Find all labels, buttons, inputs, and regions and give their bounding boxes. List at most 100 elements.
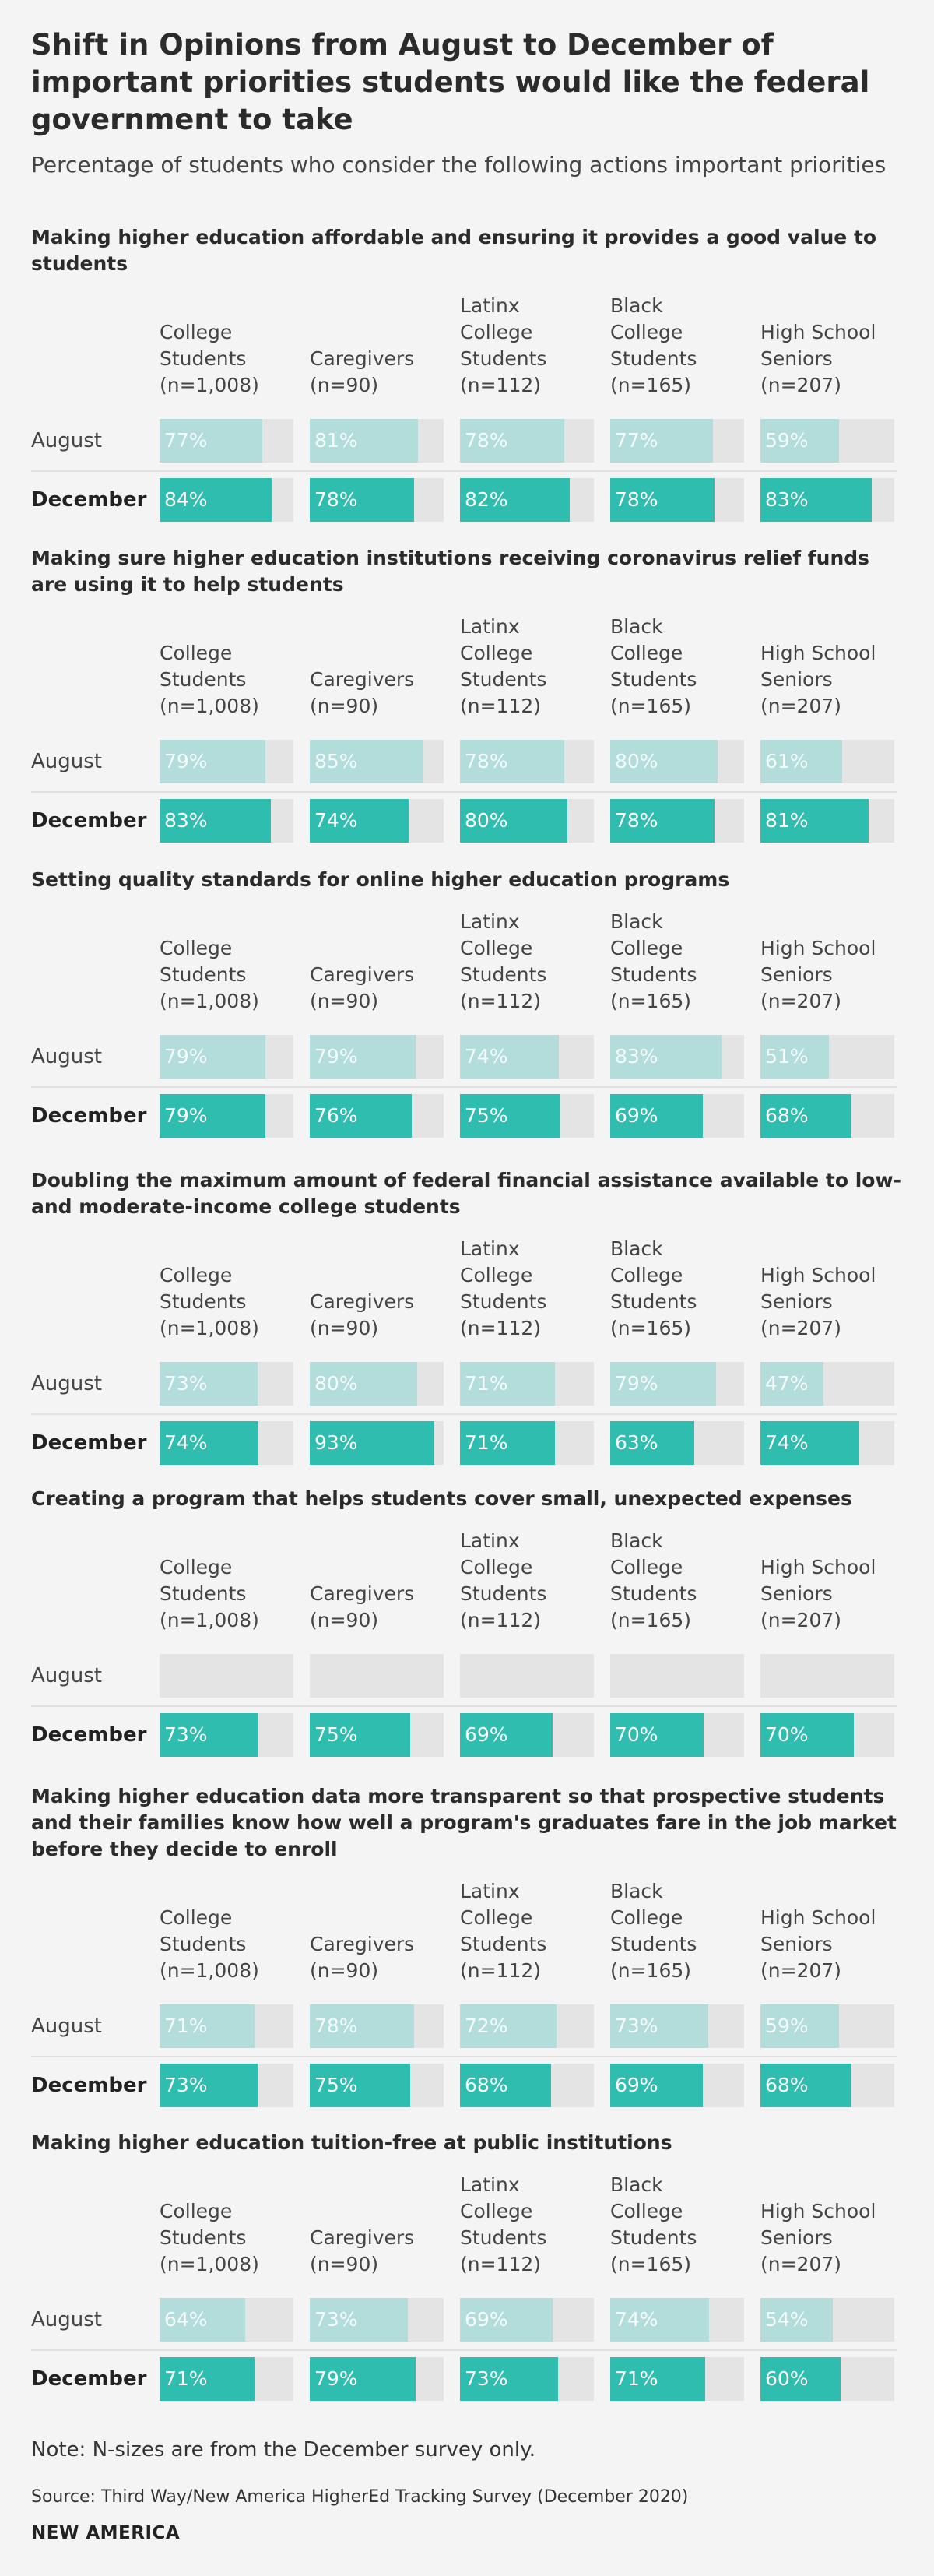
data-label: 75% bbox=[314, 1723, 358, 1746]
group-header-line: Students bbox=[610, 1933, 697, 1955]
data-label: 71% bbox=[164, 2015, 208, 2037]
group-header-line: (n=165) bbox=[610, 1609, 692, 1631]
bar-track: 68% bbox=[760, 2064, 894, 2107]
bar-track: 61% bbox=[760, 740, 894, 783]
bar-track: 71% bbox=[460, 1421, 594, 1465]
bar-track: 73% bbox=[460, 2357, 594, 2401]
group-header-line: Seniors bbox=[760, 2226, 833, 2249]
bar-track: 78% bbox=[610, 478, 744, 522]
group-header-line: Students bbox=[160, 1933, 247, 1955]
bar-track: 73% bbox=[610, 2004, 744, 2048]
data-label: 59% bbox=[765, 2015, 809, 2037]
group-header-line: (n=112) bbox=[460, 1609, 542, 1631]
bar bbox=[460, 1035, 559, 1079]
bar-track: 79% bbox=[610, 1362, 744, 1406]
bar-track: 69% bbox=[460, 1713, 594, 1757]
bar bbox=[610, 1713, 704, 1757]
bar-track: 79% bbox=[160, 1035, 293, 1079]
group-header: Caregivers (n=90) bbox=[310, 2225, 450, 2278]
bar bbox=[460, 2357, 558, 2401]
data-label: 68% bbox=[765, 1104, 809, 1127]
question-title: Making higher education affordable and e… bbox=[31, 226, 877, 275]
row-label: December bbox=[31, 2074, 147, 2097]
group-header-line: Latinx bbox=[460, 1880, 520, 1902]
bar-track: 74% bbox=[310, 799, 444, 843]
group-header-line: (n=112) bbox=[460, 1317, 542, 1339]
group-header: Latinx College Students (n=112) bbox=[460, 2172, 600, 2278]
bar bbox=[310, 1035, 416, 1079]
data-label: 68% bbox=[765, 2074, 809, 2096]
group-header-line: Seniors bbox=[760, 1582, 833, 1605]
group-header-line: College bbox=[610, 1264, 683, 1286]
bar-track: 74% bbox=[610, 2298, 744, 2342]
group-header-line: Seniors bbox=[760, 1933, 833, 1955]
data-label: 70% bbox=[615, 1723, 658, 1746]
data-label: 80% bbox=[615, 750, 658, 772]
bar-track: 79% bbox=[160, 1094, 293, 1138]
bar-track: 69% bbox=[610, 2064, 744, 2107]
group-header-line: Students bbox=[610, 2226, 697, 2249]
group-header-line: High School bbox=[760, 321, 876, 343]
group-header-line: Students bbox=[460, 963, 547, 986]
bar bbox=[160, 1713, 258, 1757]
bar bbox=[760, 740, 842, 783]
bar bbox=[760, 1362, 823, 1406]
group-header-line: Black bbox=[610, 1237, 663, 1260]
bar bbox=[610, 2064, 703, 2107]
group-header: High School Seniors (n=207) bbox=[760, 1554, 901, 1634]
data-label: 79% bbox=[314, 1045, 358, 1068]
data-label: 71% bbox=[615, 2367, 658, 2390]
bar-track: 93% bbox=[310, 1421, 444, 1465]
group-header-line: (n=1,008) bbox=[160, 695, 259, 717]
bar bbox=[760, 2064, 851, 2107]
group-header: Caregivers (n=90) bbox=[310, 1581, 450, 1634]
row-label: August bbox=[31, 1664, 102, 1687]
bar-track: 78% bbox=[610, 799, 744, 843]
group-header: College Students (n=1,008) bbox=[160, 640, 300, 720]
bar bbox=[760, 2298, 833, 2342]
group-header: High School Seniors (n=207) bbox=[760, 1905, 901, 1984]
row-label: December bbox=[31, 1431, 147, 1455]
data-label: 81% bbox=[765, 809, 809, 832]
data-label: 64% bbox=[164, 2308, 208, 2331]
bar-track: 71% bbox=[460, 1362, 594, 1406]
data-label: 54% bbox=[765, 2308, 809, 2331]
data-label: 73% bbox=[465, 2367, 508, 2390]
group-header: Caregivers (n=90) bbox=[310, 346, 450, 399]
group-header: Caregivers (n=90) bbox=[310, 1289, 450, 1342]
bar-track: 71% bbox=[160, 2357, 293, 2401]
bar-track: 51% bbox=[760, 1035, 894, 1079]
group-header-line: (n=90) bbox=[310, 1609, 379, 1631]
question-title: Doubling the maximum amount of federal f… bbox=[31, 1169, 901, 1218]
bar bbox=[310, 419, 418, 463]
group-header: Latinx College Students (n=112) bbox=[460, 293, 600, 399]
group-header-line: Latinx bbox=[460, 615, 520, 638]
data-label: 79% bbox=[314, 2367, 358, 2390]
data-label: 74% bbox=[164, 1431, 208, 1454]
bar bbox=[460, 1713, 553, 1757]
group-header-line: Caregivers bbox=[310, 963, 415, 986]
group-header-line: Black bbox=[610, 294, 663, 317]
group-header-line: College bbox=[460, 642, 533, 664]
bar bbox=[460, 799, 567, 843]
bar-track: 83% bbox=[760, 478, 894, 522]
row-label: December bbox=[31, 2367, 147, 2391]
group-header-line: Students bbox=[460, 1933, 547, 1955]
bar bbox=[760, 1094, 851, 1138]
data-label: 69% bbox=[615, 2074, 658, 2096]
bar-track: 80% bbox=[310, 1362, 444, 1406]
group-header-line: Latinx bbox=[460, 294, 520, 317]
group-header: Black College Students (n=165) bbox=[610, 614, 750, 720]
group-header-line: (n=90) bbox=[310, 1317, 379, 1339]
bar-track: 73% bbox=[310, 2298, 444, 2342]
bar bbox=[160, 1035, 265, 1079]
bar-track: 47% bbox=[760, 1362, 894, 1406]
bar-track: 75% bbox=[460, 1094, 594, 1138]
group-header-line: College bbox=[610, 1906, 683, 1929]
bar bbox=[160, 419, 262, 463]
bar-track: 83% bbox=[610, 1035, 744, 1079]
data-label: 71% bbox=[465, 1372, 508, 1395]
group-header-line: (n=1,008) bbox=[160, 374, 259, 396]
bar-track: 79% bbox=[310, 2357, 444, 2401]
bar bbox=[460, 740, 564, 783]
